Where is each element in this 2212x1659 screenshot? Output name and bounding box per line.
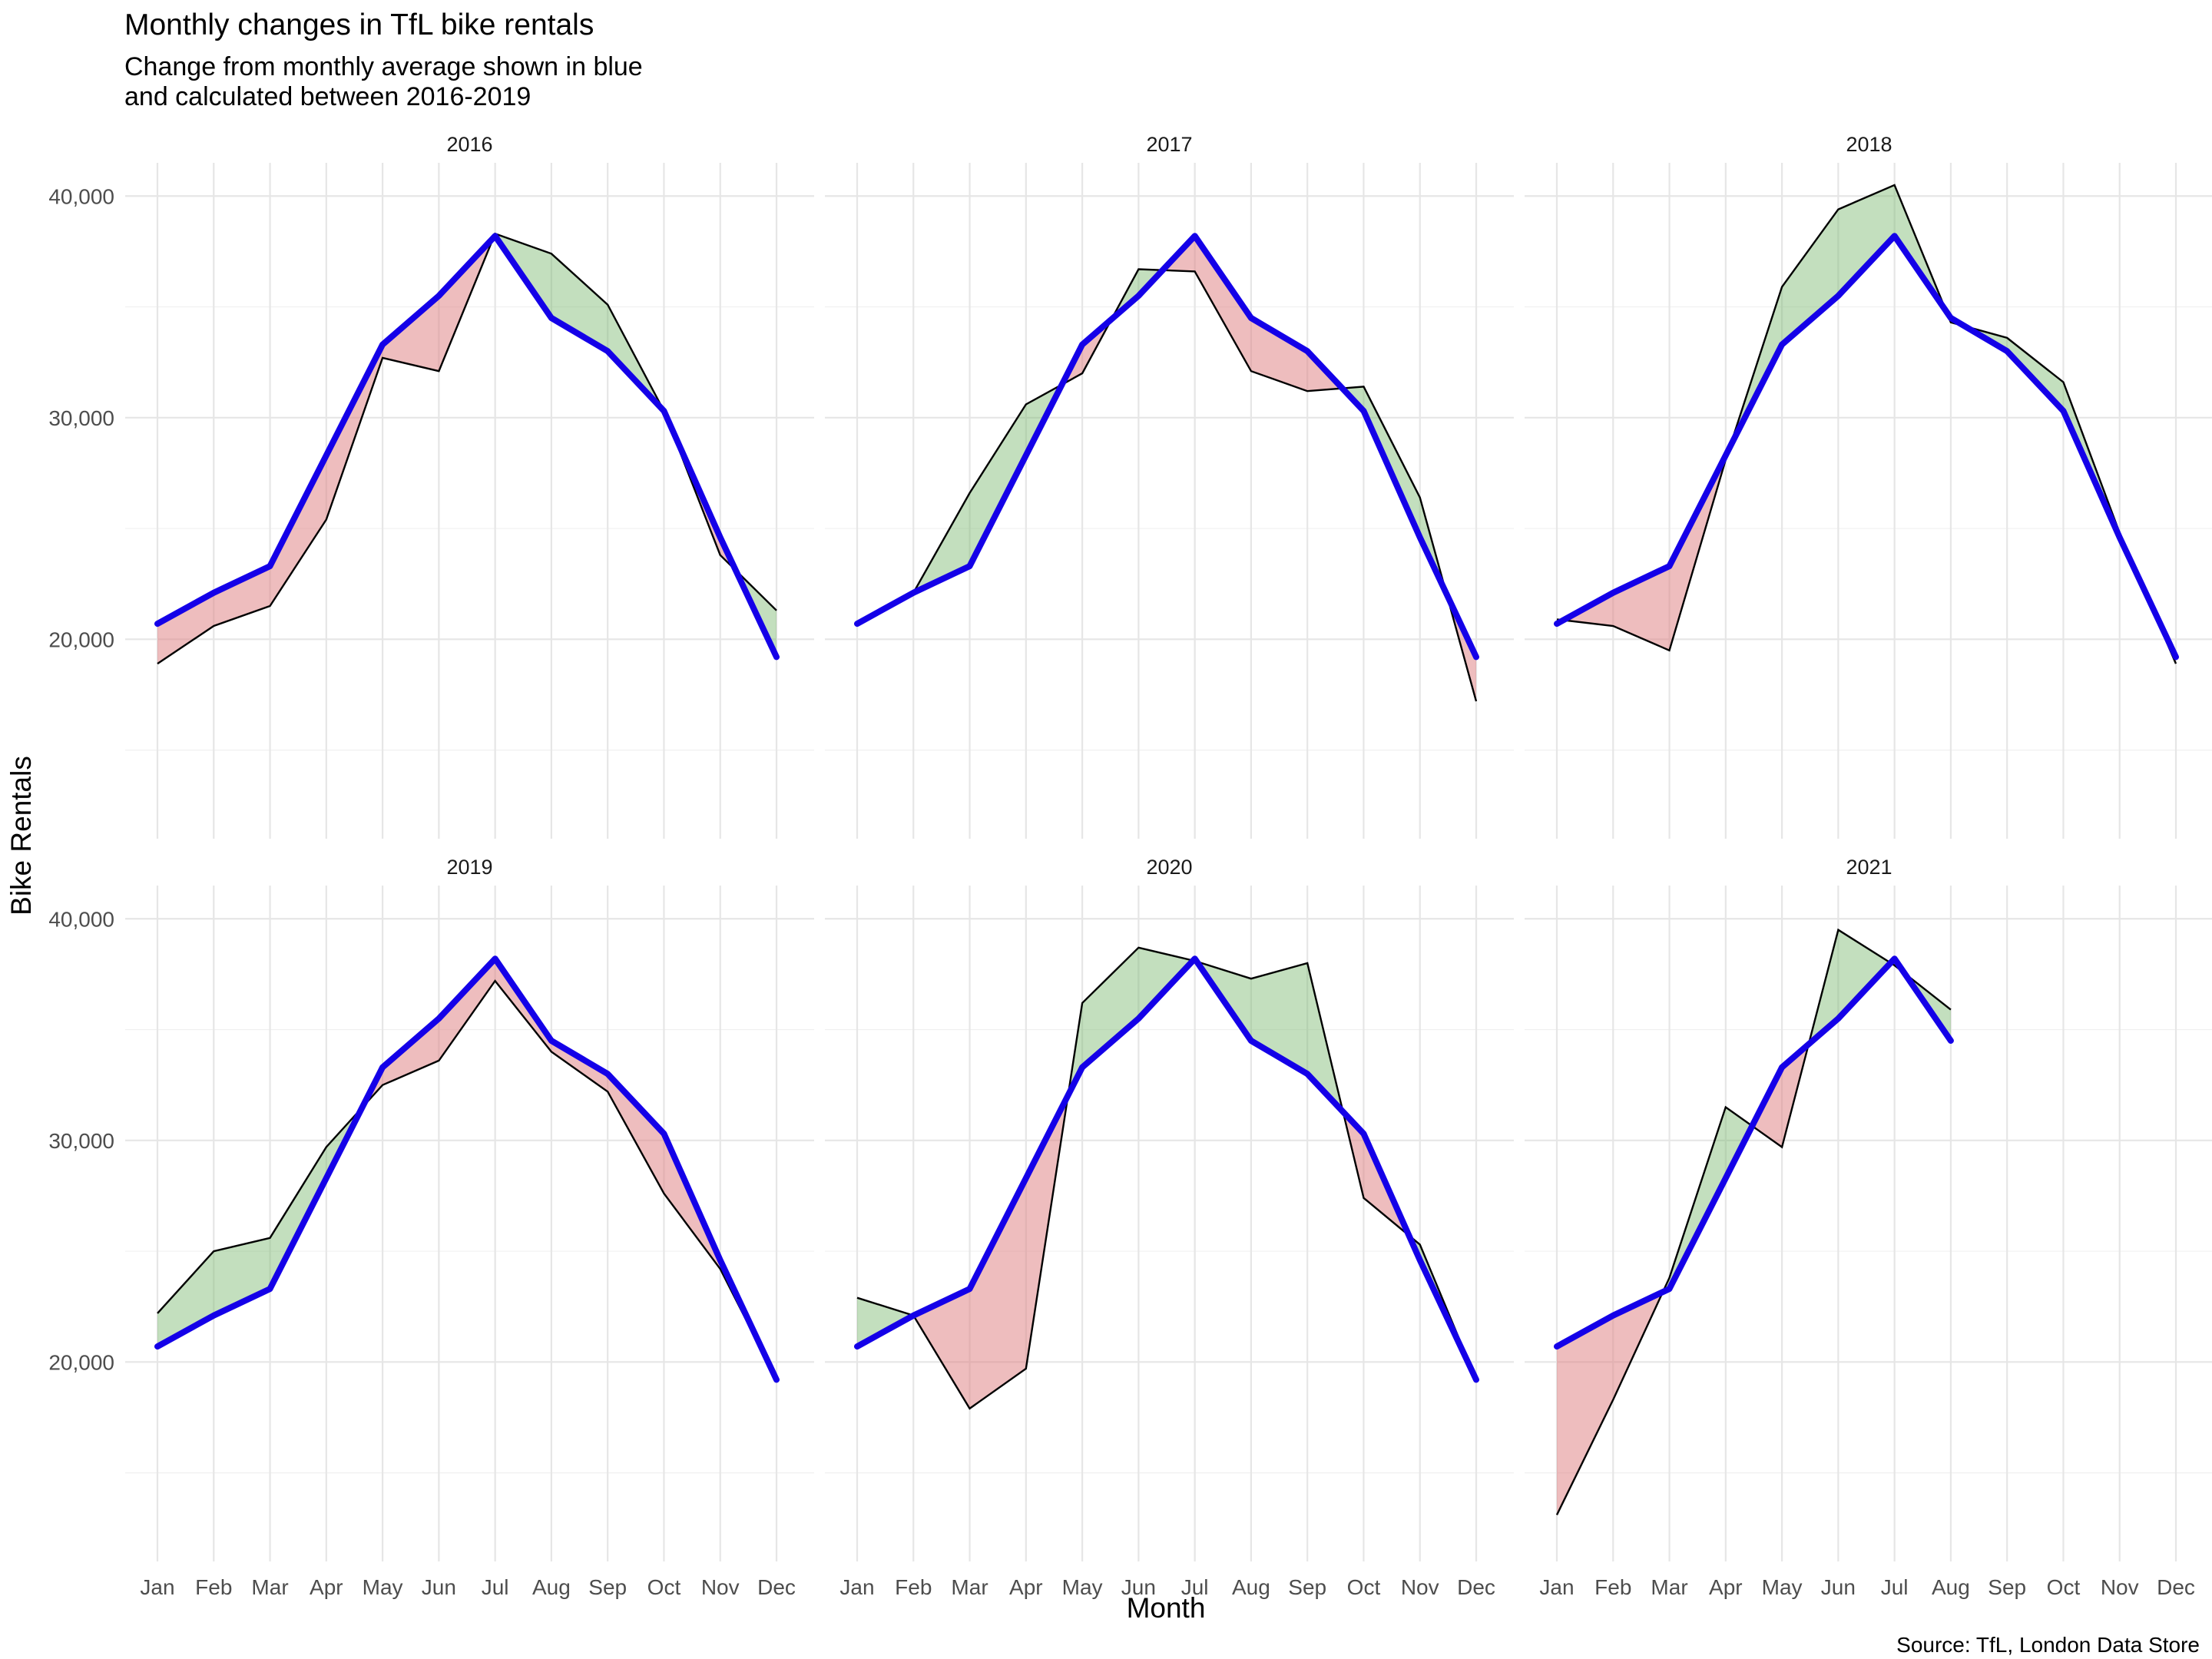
- facet-strip-label: 2016: [446, 133, 492, 156]
- actual-rentals-line: [1556, 184, 2177, 664]
- x-tick-label: Jul: [482, 1575, 509, 1599]
- below-average-area: [326, 344, 383, 520]
- y-tick-label: 20,000: [48, 628, 114, 651]
- x-tick-label: Jul: [1181, 1575, 1209, 1599]
- x-tick-label: Apr: [1709, 1575, 1743, 1599]
- below-average-area: [1557, 1315, 1614, 1515]
- x-tick-label: Jul: [1881, 1575, 1909, 1599]
- x-tick-label: Oct: [2047, 1575, 2081, 1599]
- x-tick-label: Feb: [195, 1575, 232, 1599]
- x-tick-label: Sep: [1288, 1575, 1326, 1599]
- x-axis-label: Month: [1127, 1592, 1206, 1624]
- chart-subtitle-line2: and calculated between 2016-2019: [124, 82, 531, 111]
- y-tick-label: 40,000: [48, 184, 114, 208]
- facet-panel-2018: 2018: [1525, 133, 2212, 839]
- below-average-area: [969, 1177, 1026, 1409]
- below-average-area: [1194, 236, 1251, 372]
- above-average-area: [214, 1237, 270, 1316]
- facet-panel-2020: 2020 Jan Feb Mar Apr May Jun Jul Aug Sep Oct Nov Dec: [825, 856, 1514, 1599]
- monthly-average-line: [854, 955, 1479, 1383]
- x-tick-label: Nov: [701, 1575, 740, 1599]
- chart-title: Monthly changes in TfL bike rentals: [124, 8, 594, 41]
- y-tick-label: 20,000: [48, 1350, 114, 1374]
- x-tick-label: Mar: [251, 1575, 288, 1599]
- y-axis-label: Bike Rentals: [5, 756, 37, 916]
- below-average-area: [1250, 318, 1308, 392]
- above-average-area: [270, 1147, 326, 1290]
- facet-panels: 2016 20,000 30,000 40,000 2017 2018 2019 20,000…: [48, 133, 2212, 1599]
- x-tick-label: May: [1062, 1575, 1103, 1599]
- x-tick-label: Dec: [2157, 1575, 2195, 1599]
- monthly-average-line: [1554, 955, 1954, 1350]
- below-average-area: [214, 566, 270, 626]
- facet-strip-label: 2018: [1846, 133, 1892, 156]
- x-tick-label: Jun: [1821, 1575, 1856, 1599]
- x-tick-label: Jun: [1121, 1575, 1156, 1599]
- x-tick-label: Jan: [1539, 1575, 1574, 1599]
- x-tick-label: Oct: [1347, 1575, 1381, 1599]
- monthly-average-line: [1554, 233, 2179, 661]
- above-average-area: [857, 1297, 914, 1347]
- x-tick-label: Apr: [310, 1575, 343, 1599]
- below-average-area: [270, 455, 326, 606]
- facet-strip-label: 2021: [1846, 856, 1892, 879]
- actual-rentals-line: [1555, 928, 1952, 1515]
- facet-panel-2019: 2019 20,000 30,000 40,000 Jan Feb Mar Apr May Jun…: [48, 856, 814, 1599]
- actual-rentals-line: [157, 979, 778, 1380]
- actual-rentals-line: [856, 946, 1478, 1410]
- above-average-area: [1838, 184, 1895, 296]
- x-tick-label: Aug: [1932, 1575, 1970, 1599]
- x-tick-label: Jan: [839, 1575, 874, 1599]
- x-tick-label: Oct: [647, 1575, 681, 1599]
- actual-rentals-line: [856, 268, 1478, 702]
- facet-strip-label: 2020: [1146, 856, 1192, 879]
- y-tick-label: 30,000: [48, 1129, 114, 1153]
- caption: Source: TfL, London Data Store: [1896, 1633, 2200, 1657]
- x-tick-label: Aug: [532, 1575, 571, 1599]
- below-average-area: [157, 592, 214, 664]
- x-tick-label: Mar: [951, 1575, 988, 1599]
- x-tick-label: Aug: [1232, 1575, 1270, 1599]
- x-tick-label: May: [1762, 1575, 1803, 1599]
- below-average-area: [608, 1074, 664, 1194]
- facet-panel-2021: 2021 Jan Feb Mar Apr May Jun Jul Aug Sep Oct Nov Dec: [1525, 856, 2212, 1599]
- x-tick-label: Feb: [1594, 1575, 1631, 1599]
- facet-strip-label: 2019: [446, 856, 492, 879]
- above-average-area: [1082, 947, 1139, 1068]
- above-average-area: [551, 253, 608, 352]
- x-tick-label: Dec: [757, 1575, 796, 1599]
- monthly-average-line: [154, 233, 780, 661]
- chart-subtitle-line1: Change from monthly average shown in blu…: [124, 52, 643, 81]
- y-tick-label: 30,000: [48, 406, 114, 430]
- x-tick-label: Sep: [588, 1575, 627, 1599]
- below-average-area: [439, 959, 495, 1061]
- x-tick-label: Nov: [1401, 1575, 1439, 1599]
- above-average-area: [1838, 929, 1891, 1019]
- x-tick-label: Jan: [140, 1575, 174, 1599]
- x-tick-label: Mar: [1651, 1575, 1687, 1599]
- x-tick-label: Apr: [1009, 1575, 1043, 1599]
- x-tick-label: May: [363, 1575, 403, 1599]
- above-average-area: [1782, 209, 1839, 345]
- x-tick-label: Feb: [895, 1575, 932, 1599]
- below-average-area: [382, 1018, 439, 1085]
- monthly-average-line: [854, 233, 1479, 661]
- x-tick-label: Jun: [422, 1575, 456, 1599]
- below-average-area: [551, 1041, 608, 1092]
- above-average-area: [969, 404, 1026, 567]
- x-tick-label: Sep: [1988, 1575, 2026, 1599]
- y-tick-label: 40,000: [48, 907, 114, 931]
- monthly-average-line: [154, 955, 780, 1383]
- below-average-area: [382, 296, 439, 372]
- below-average-area: [913, 1289, 970, 1409]
- facet-panel-2017: 2017: [825, 133, 1514, 839]
- facet-strip-label: 2017: [1146, 133, 1192, 156]
- x-tick-label: Nov: [2101, 1575, 2139, 1599]
- x-tick-label: Dec: [1457, 1575, 1495, 1599]
- facet-panel-2016: 2016 20,000 30,000 40,000: [48, 133, 814, 839]
